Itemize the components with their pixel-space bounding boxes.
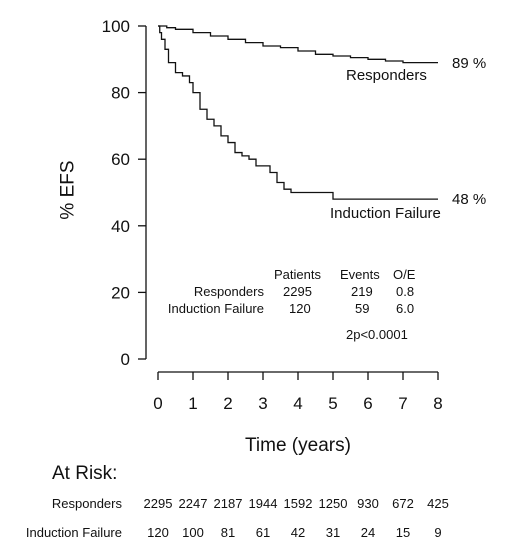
at-risk-value: 2295 [143, 496, 173, 511]
x-tick-label: 8 [433, 394, 442, 413]
at-risk-value: 1592 [283, 496, 313, 511]
at-risk-value: 61 [255, 525, 271, 540]
at-risk-value: 2247 [178, 496, 208, 511]
x-tick-label: 1 [188, 394, 197, 413]
y-tick-label: 40 [111, 217, 130, 236]
at-risk-row-label: Responders [51, 496, 122, 511]
series-end-label-induction-failure: 48 % [452, 191, 487, 208]
at-risk-value: 31 [325, 525, 341, 540]
p-value: 2p<0.0001 [346, 327, 408, 342]
series-line-induction-failure [158, 25, 438, 200]
x-tick-label: 4 [293, 394, 302, 413]
at-risk-value: 1944 [248, 496, 278, 511]
table-cell-oe: 0.8 [396, 284, 415, 299]
y-tick-label: 100 [102, 17, 130, 36]
table-cell-events: 59 [355, 301, 370, 316]
x-tick-label: 2 [223, 394, 232, 413]
table-cell-oe: 6.0 [396, 301, 415, 316]
at-risk-value: 42 [290, 525, 306, 540]
at-risk-value: 1250 [318, 496, 348, 511]
at-risk-value: 2187 [213, 496, 243, 511]
series-label-induction-failure: Induction Failure [330, 205, 441, 222]
x-axis-label: Time (years) [245, 435, 351, 456]
at-risk-row-label: Induction Failure [25, 525, 122, 540]
table-header-events: Events [340, 267, 380, 282]
at-risk-title: At Risk: [52, 463, 118, 484]
table-cell-events: 219 [351, 284, 373, 299]
at-risk-value: 9 [434, 525, 442, 540]
x-tick-label: 7 [398, 394, 407, 413]
x-tick-label: 5 [328, 394, 337, 413]
table-row-label: Induction Failure [167, 301, 264, 316]
x-tick-label: 6 [363, 394, 372, 413]
y-tick-label: 80 [111, 84, 130, 103]
at-risk-value: 15 [395, 525, 411, 540]
at-risk-value: 425 [427, 496, 449, 511]
at-risk-value: 81 [220, 525, 236, 540]
y-tick-label: 60 [111, 150, 130, 169]
at-risk-value: 24 [360, 525, 376, 540]
x-tick-label: 3 [258, 394, 267, 413]
at-risk-value: 120 [147, 525, 169, 540]
table-header-oe: O/E [393, 267, 416, 282]
at-risk-value: 100 [182, 525, 204, 540]
table-cell-patients: 120 [289, 301, 311, 316]
y-tick-label: 20 [111, 283, 130, 302]
x-tick-label: 0 [153, 394, 162, 413]
y-axis-label: % EFS [57, 160, 79, 220]
series-label-responders: Responders [346, 67, 427, 84]
series-group [158, 25, 438, 200]
at-risk-value: 672 [392, 496, 414, 511]
table-cell-patients: 2295 [283, 284, 312, 299]
series-end-label-responders: 89 % [452, 55, 487, 72]
y-tick-label: 0 [121, 350, 130, 369]
series-line-responders [158, 25, 438, 64]
table-row-label: Responders [193, 284, 264, 299]
at-risk-value: 930 [357, 496, 379, 511]
table-header-patients: Patients [274, 267, 321, 282]
